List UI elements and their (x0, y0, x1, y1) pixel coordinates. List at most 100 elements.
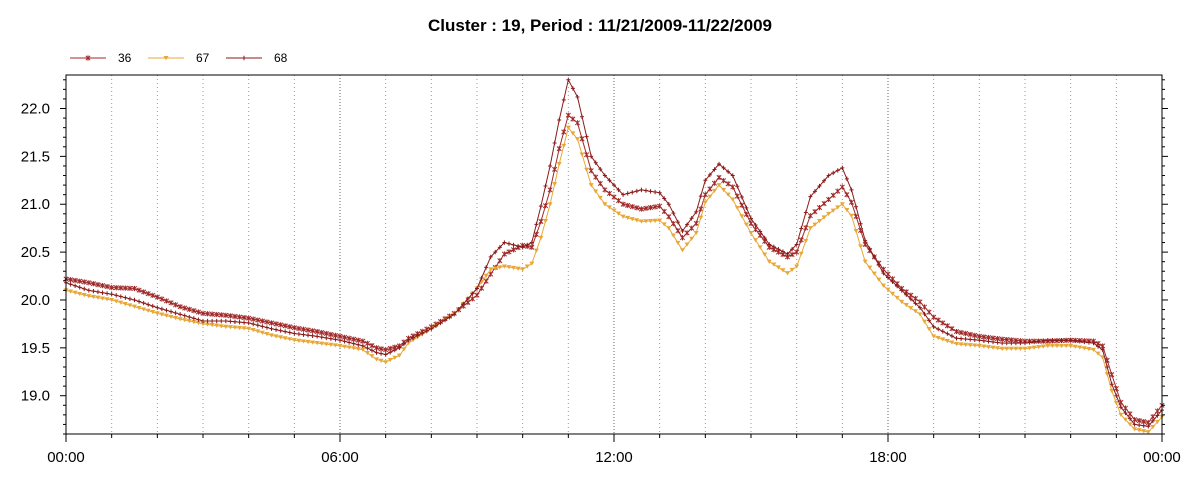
data-point (735, 184, 740, 189)
data-point (136, 306, 142, 311)
data-point (803, 225, 809, 231)
data-point (1027, 346, 1033, 351)
data-point (931, 324, 936, 329)
data-point (871, 271, 877, 276)
data-point (484, 265, 489, 270)
data-point (872, 254, 877, 260)
data-point (205, 322, 211, 327)
data-point (886, 275, 890, 280)
data-point (1004, 346, 1010, 351)
data-point (236, 314, 243, 320)
data-point (848, 213, 854, 218)
data-point (880, 283, 886, 288)
data-point (894, 295, 900, 301)
data-point (990, 345, 996, 350)
data-point (397, 345, 402, 351)
data-point (721, 165, 726, 171)
data-point (835, 168, 840, 173)
data-point (611, 194, 617, 200)
data-point (716, 174, 722, 181)
data-point (958, 342, 964, 347)
data-point (122, 285, 128, 291)
data-point (479, 275, 484, 281)
data-point (661, 208, 667, 215)
data-point (922, 311, 927, 317)
data-point (684, 242, 690, 247)
data-point (977, 337, 982, 343)
data-point (479, 285, 485, 291)
data-point (689, 225, 695, 231)
data-point (255, 317, 261, 323)
data-point (1150, 418, 1155, 424)
data-point (1073, 338, 1078, 343)
data-point (324, 335, 329, 341)
data-point (328, 336, 333, 341)
data-point (657, 203, 663, 209)
data-point (474, 292, 480, 298)
data-point (191, 319, 197, 325)
data-point (712, 167, 717, 172)
data-point (867, 265, 873, 270)
data-point (1077, 345, 1083, 350)
data-point (516, 243, 521, 249)
data-point (264, 332, 270, 337)
data-point (570, 116, 576, 122)
data-point (136, 287, 142, 293)
data-point (547, 187, 553, 193)
data-point (844, 192, 850, 198)
data-point (538, 203, 543, 209)
y-tick-label: 22.0 (21, 101, 50, 118)
data-point (73, 283, 78, 289)
data-point (214, 311, 220, 318)
data-point (118, 300, 124, 305)
data-point (342, 334, 348, 340)
data-point (981, 338, 986, 343)
data-point (643, 188, 648, 193)
data-point (954, 342, 959, 347)
data-point (475, 286, 479, 291)
data-point (292, 331, 297, 336)
data-point (99, 283, 106, 289)
data-point (580, 114, 585, 120)
data-point (753, 238, 759, 243)
data-point (931, 334, 937, 339)
legend-marker (242, 55, 246, 61)
legend-label: 36 (118, 51, 132, 65)
data-point (566, 77, 571, 82)
data-point (137, 299, 142, 304)
series-layer (63, 77, 1165, 435)
data-point (1150, 414, 1156, 420)
data-point (510, 247, 517, 253)
data-point (653, 189, 658, 195)
data-point (95, 289, 100, 295)
data-point (205, 318, 210, 324)
data-point (661, 222, 667, 227)
data-point (255, 329, 261, 334)
data-point (698, 206, 704, 212)
data-point (625, 202, 631, 209)
data-point (547, 202, 553, 207)
data-point (839, 184, 845, 190)
data-point (670, 233, 676, 238)
data-point (406, 337, 411, 343)
data-point (913, 301, 918, 306)
data-point (182, 305, 188, 311)
data-point (392, 355, 398, 360)
data-point (506, 265, 512, 270)
axes: 00:00 06:00 12:00 18:00 00:00 19.0 19.5 20.0 20.… (21, 79, 1181, 466)
data-point (177, 304, 183, 310)
data-point (1118, 404, 1123, 410)
data-point (118, 294, 123, 299)
data-point (959, 336, 964, 341)
data-point (186, 306, 192, 312)
data-point (123, 295, 128, 300)
data-point (223, 318, 228, 324)
data-point (807, 213, 813, 219)
data-point (775, 265, 781, 270)
data-point (739, 214, 745, 219)
data-point (232, 325, 238, 330)
data-point (739, 202, 745, 208)
data-point (424, 328, 429, 334)
data-point (369, 343, 375, 349)
legend-marker (163, 56, 169, 61)
